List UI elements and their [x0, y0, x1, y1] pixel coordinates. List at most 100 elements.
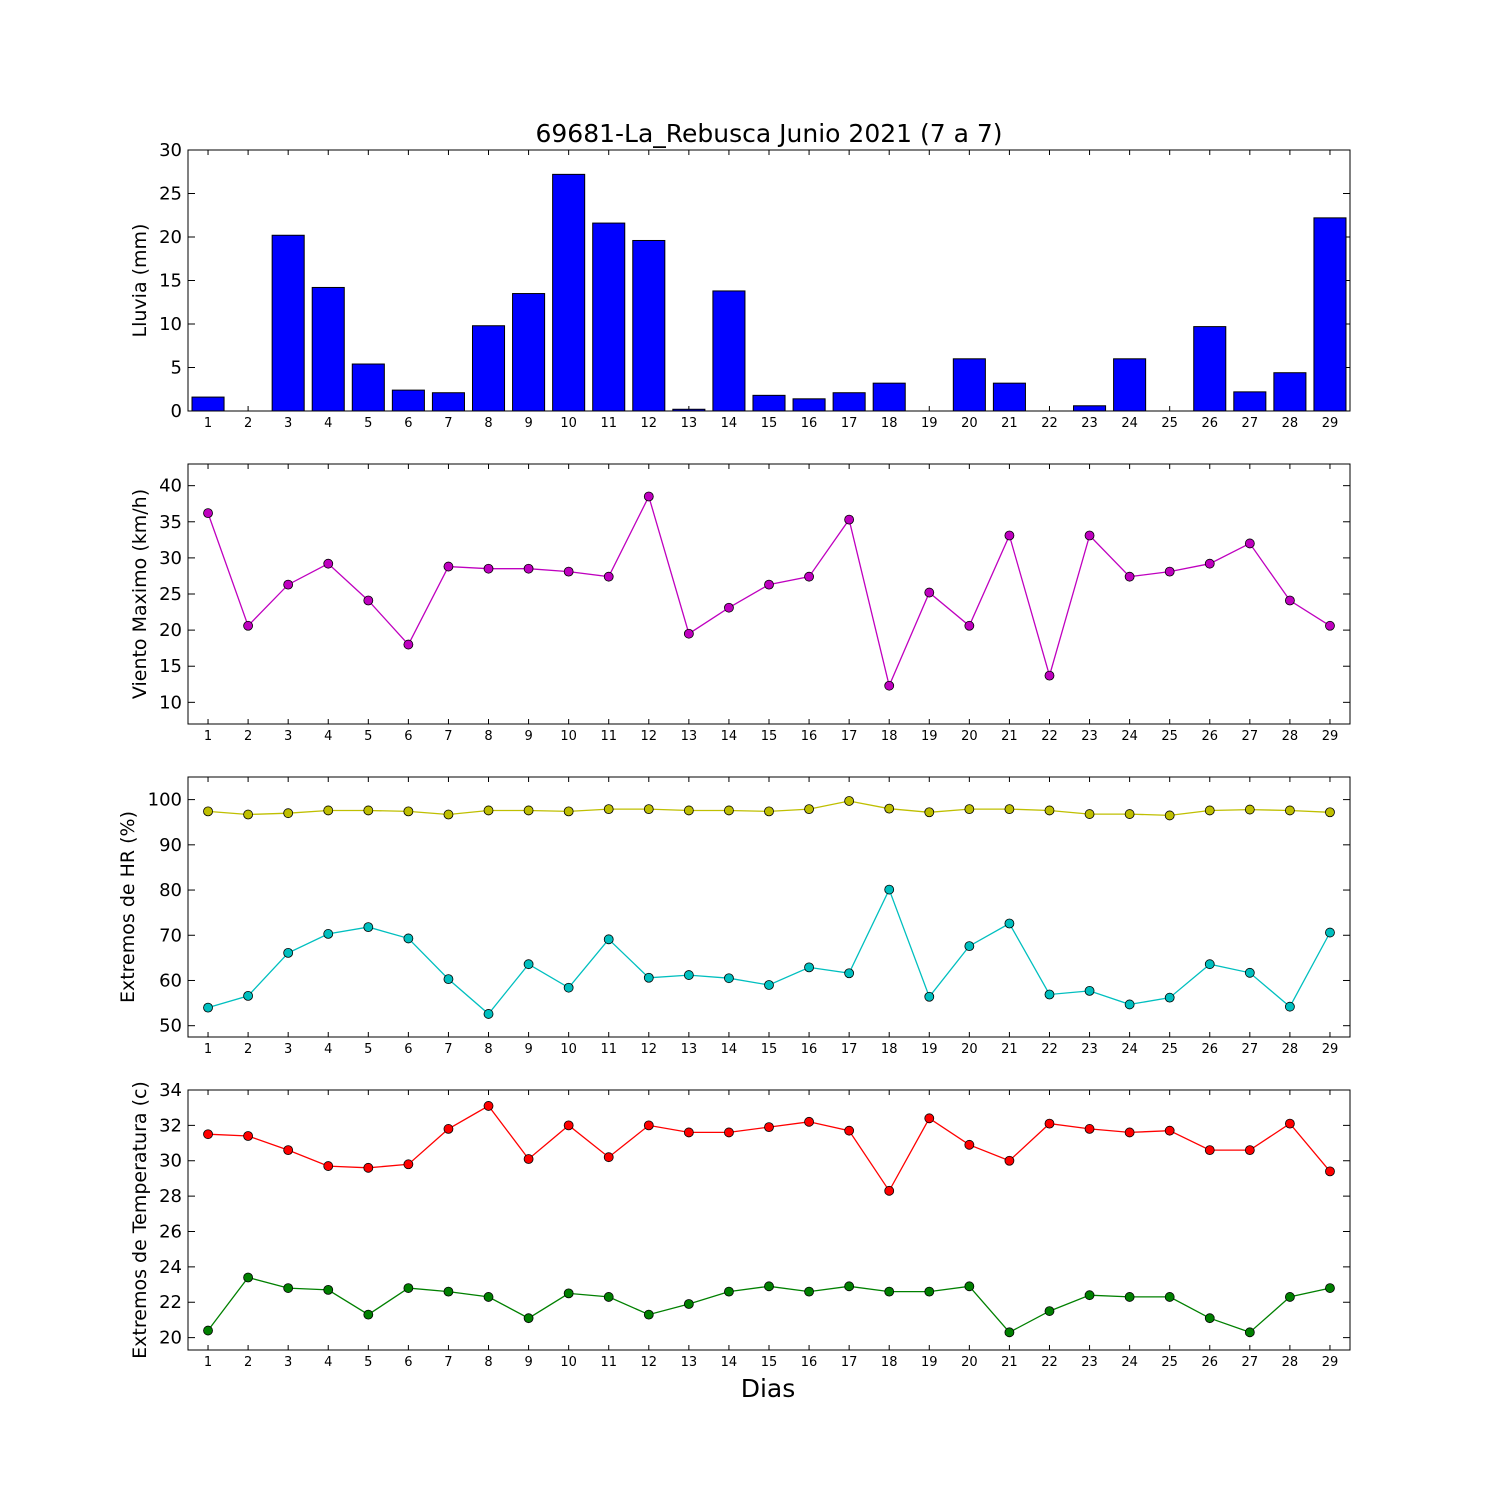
humidity-ytick-label: 90 — [159, 835, 182, 856]
humidity-xtick-label: 21 — [1001, 1042, 1018, 1057]
humidity-series-0-point — [964, 804, 975, 815]
rain-xtick-label: 26 — [1201, 416, 1218, 431]
rain-xtick-label: 4 — [324, 416, 332, 431]
humidity-series-0-point — [323, 805, 334, 816]
temperature-series-1-point — [1124, 1292, 1135, 1302]
temperature-ytick-label: 26 — [159, 1221, 182, 1242]
humidity-series-1-point — [603, 934, 614, 945]
rain-ytick-label: 0 — [171, 401, 182, 422]
temperature-xtick-label: 4 — [324, 1355, 332, 1370]
humidity-xtick-label: 24 — [1121, 1042, 1138, 1057]
wind-series-0-point — [1284, 595, 1295, 606]
temperature-series-0-point — [804, 1116, 814, 1127]
temperature-xtick-label: 11 — [600, 1355, 617, 1370]
temperature-series-0-point — [724, 1127, 734, 1138]
humidity-xtick-label: 3 — [284, 1042, 292, 1057]
rain-xtick-label: 2 — [244, 416, 252, 431]
humidity-series-0-point — [884, 803, 895, 814]
wind-ytick-label: 15 — [159, 656, 182, 677]
wind-series-0-point — [403, 639, 414, 650]
temperature-series-1-point — [203, 1325, 213, 1336]
temperature-xtick-label: 2 — [244, 1355, 252, 1370]
rain-xtick-label: 1 — [204, 416, 212, 431]
rain-ytick-label: 30 — [159, 140, 182, 161]
wind-series-0-point — [603, 571, 614, 582]
rain-xtick-label: 18 — [881, 416, 898, 431]
rain-bar — [592, 222, 626, 412]
temperature-series-1-point — [443, 1286, 454, 1297]
wind-y-axis-label: Viento Maximo (km/h) — [129, 489, 151, 699]
rain-xtick-label: 11 — [600, 416, 617, 431]
humidity-series-0-point — [443, 809, 454, 820]
humidity-series-0-point — [844, 796, 855, 806]
humidity-series-0-point — [363, 805, 374, 816]
humidity-series-0-point — [804, 804, 814, 815]
temperature-series-0-point — [1084, 1124, 1095, 1134]
humidity-series-1-point — [964, 941, 975, 952]
humidity-xtick-label: 23 — [1081, 1042, 1098, 1057]
wind-xtick-label: 29 — [1322, 729, 1339, 744]
temperature-series-1-point — [1244, 1327, 1255, 1338]
rain-xtick-label: 13 — [681, 416, 698, 431]
temperature-series-1-point — [964, 1281, 975, 1292]
wind-ytick-label: 20 — [159, 620, 182, 641]
temperature-series-0-point — [483, 1101, 494, 1111]
humidity-series-1-point — [1325, 927, 1335, 938]
humidity-xtick-label: 26 — [1201, 1042, 1218, 1057]
temperature-series-0-point — [924, 1113, 935, 1124]
humidity-series-1-point — [1244, 967, 1255, 978]
rain-xtick-label: 28 — [1282, 416, 1299, 431]
temperature-series-0-point — [683, 1127, 694, 1138]
wind-xtick-label: 2 — [244, 729, 252, 744]
wind-series-0-point — [1204, 558, 1215, 569]
humidity-xtick-label: 25 — [1161, 1042, 1178, 1057]
rain-bar — [752, 394, 786, 412]
temperature-ytick-label: 30 — [159, 1151, 182, 1172]
humidity-series-1-point — [764, 980, 774, 990]
humidity-xtick-label: 15 — [761, 1042, 778, 1057]
temperature-series-1-point — [1164, 1292, 1175, 1302]
temperature-ytick-label: 22 — [159, 1292, 182, 1313]
rain-xtick-label: 7 — [444, 416, 452, 431]
wind-xtick-label: 10 — [560, 729, 577, 744]
temperature-series-0-point — [1325, 1166, 1335, 1177]
temperature-series-1-point — [243, 1272, 254, 1283]
wind-ytick-label: 25 — [159, 584, 182, 605]
rain-xtick-label: 23 — [1081, 416, 1098, 431]
temperature-series-1-point — [1044, 1306, 1055, 1316]
temperature-series-1-point — [1004, 1327, 1015, 1338]
temperature-series-0-point — [1044, 1118, 1055, 1129]
temperature-series-1-point — [1204, 1313, 1215, 1324]
humidity-series-0-point — [643, 804, 654, 815]
humidity-series-1-point — [884, 884, 895, 895]
temperature-xtick-label: 3 — [284, 1355, 292, 1370]
rain-xtick-label: 14 — [721, 416, 738, 431]
humidity-xtick-label: 17 — [841, 1042, 858, 1057]
humidity-xtick-label: 18 — [881, 1042, 898, 1057]
rain-xtick-label: 29 — [1322, 416, 1339, 431]
humidity-xtick-label: 5 — [364, 1042, 372, 1057]
humidity-xtick-label: 10 — [560, 1042, 577, 1057]
humidity-series-0-point — [1124, 809, 1135, 819]
rain-bar — [351, 363, 385, 412]
temperature-series-1-point — [523, 1313, 534, 1324]
humidity-ytick-label: 60 — [159, 970, 182, 991]
wind-series-0-point — [764, 579, 774, 590]
humidity-series-0-point — [523, 805, 534, 816]
wind-xtick-label: 17 — [841, 729, 858, 744]
wind-series-0-point — [1044, 670, 1055, 681]
wind-xtick-label: 23 — [1081, 729, 1098, 744]
rain-xtick-label: 25 — [1161, 416, 1178, 431]
temperature-series-0-point — [563, 1120, 574, 1131]
rain-xtick-label: 15 — [761, 416, 778, 431]
chart-title: 69681-La_Rebusca Junio 2021 (7 a 7) — [535, 119, 1002, 148]
humidity-series-0-point — [1284, 805, 1295, 816]
wind-ytick-label: 30 — [159, 548, 182, 569]
humidity-series-1-point — [243, 990, 254, 1001]
humidity-series-1-point — [1044, 989, 1055, 1000]
rain-bar — [1193, 326, 1227, 412]
rain-bar — [512, 293, 546, 412]
